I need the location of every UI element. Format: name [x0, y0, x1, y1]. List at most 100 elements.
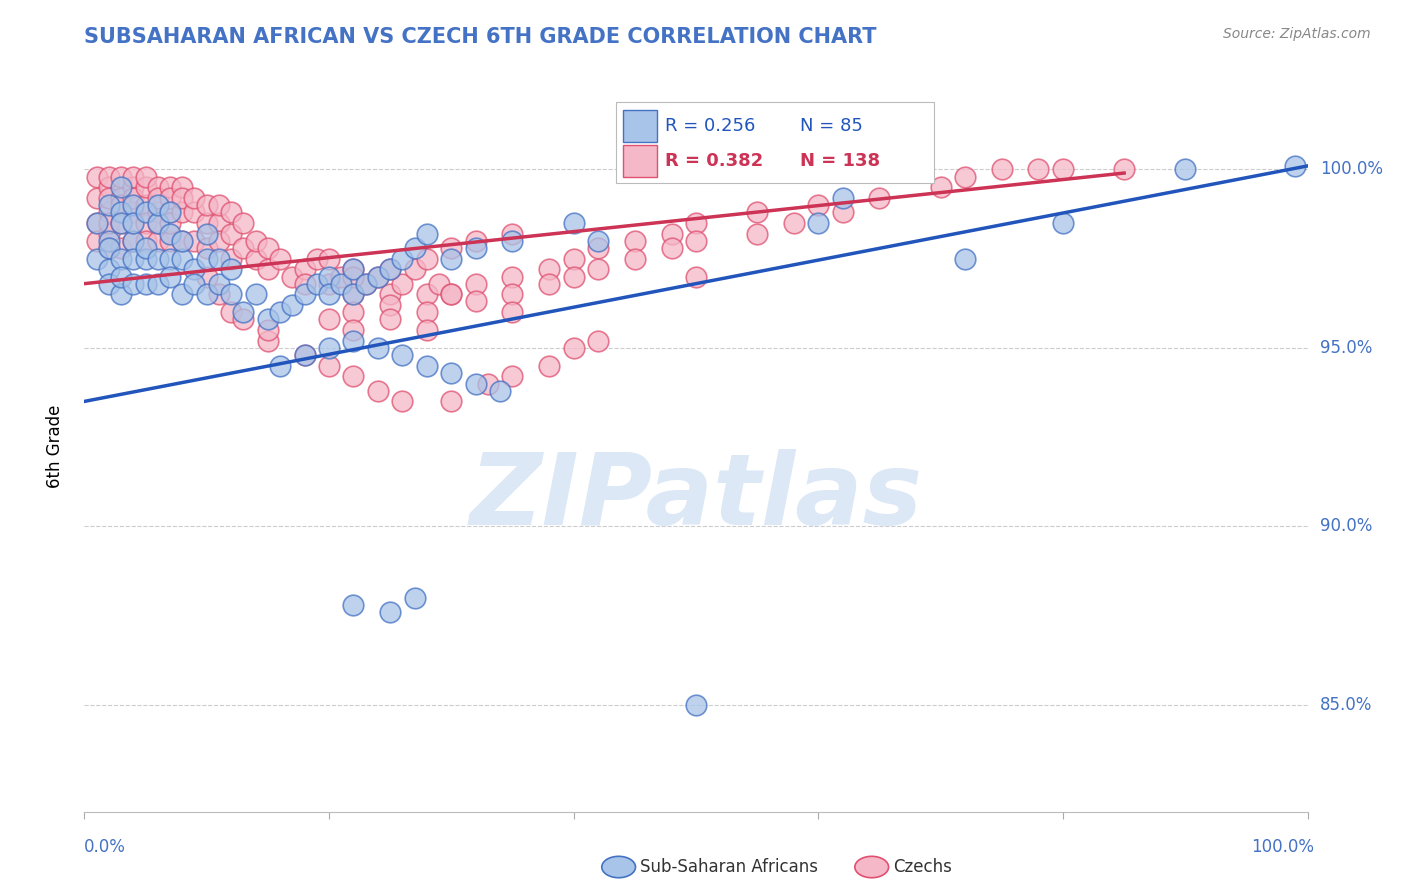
Point	[122, 277, 145, 291]
Point	[110, 216, 132, 230]
Point	[953, 252, 976, 266]
Point	[1114, 162, 1136, 177]
Point	[318, 269, 340, 284]
Point	[172, 205, 194, 219]
Point	[416, 305, 439, 319]
Point	[208, 277, 231, 291]
Point	[245, 287, 267, 301]
Bar	[623, 111, 657, 143]
Point	[330, 269, 353, 284]
Point	[195, 287, 218, 301]
Point	[219, 262, 242, 277]
Point	[135, 180, 157, 194]
Point	[440, 394, 463, 409]
Point	[86, 252, 108, 266]
Point	[562, 269, 585, 284]
Point	[183, 277, 205, 291]
Point	[172, 252, 194, 266]
Point	[257, 241, 280, 255]
Point	[122, 169, 145, 184]
Point	[342, 334, 364, 348]
Point	[110, 169, 132, 184]
Point	[294, 277, 316, 291]
Point	[501, 227, 523, 241]
Point	[783, 216, 806, 230]
Point	[245, 234, 267, 248]
Point	[1052, 216, 1074, 230]
Point	[685, 216, 707, 230]
Point	[391, 277, 413, 291]
Point	[146, 277, 169, 291]
Point	[1174, 162, 1197, 177]
Point	[318, 252, 340, 266]
Point	[257, 312, 280, 326]
Point	[440, 287, 463, 301]
Point	[195, 216, 218, 230]
Text: R = 0.382: R = 0.382	[665, 152, 763, 169]
Text: R = 0.256: R = 0.256	[665, 118, 756, 136]
Point	[146, 216, 169, 230]
Point	[747, 205, 769, 219]
Point	[318, 312, 340, 326]
Point	[219, 252, 242, 266]
Point	[807, 198, 830, 212]
Point	[245, 252, 267, 266]
Point	[929, 180, 952, 194]
Point	[110, 252, 132, 266]
Point	[135, 252, 157, 266]
Point	[416, 227, 439, 241]
Point	[367, 269, 389, 284]
Point	[342, 262, 364, 277]
Point	[172, 191, 194, 205]
Point	[195, 227, 218, 241]
Point	[953, 169, 976, 184]
Point	[110, 198, 132, 212]
Point	[97, 227, 120, 241]
Point	[318, 287, 340, 301]
Point	[440, 241, 463, 255]
Point	[146, 198, 169, 212]
Point	[342, 305, 364, 319]
Point	[464, 241, 486, 255]
Point	[281, 298, 304, 312]
Point	[86, 191, 108, 205]
Point	[416, 323, 439, 337]
Point	[391, 252, 413, 266]
Point	[416, 252, 439, 266]
Point	[380, 287, 402, 301]
Point	[97, 216, 120, 230]
Point	[1052, 162, 1074, 177]
Point	[159, 205, 181, 219]
Point	[318, 277, 340, 291]
Point	[146, 216, 169, 230]
Point	[305, 252, 328, 266]
Point	[110, 216, 132, 230]
Text: N = 138: N = 138	[800, 152, 880, 169]
Point	[159, 205, 181, 219]
Point	[97, 277, 120, 291]
Point	[86, 169, 108, 184]
Point	[135, 234, 157, 248]
Point	[172, 287, 194, 301]
Point	[489, 384, 512, 398]
Point	[624, 252, 647, 266]
Point	[1284, 159, 1306, 173]
Point	[97, 262, 120, 277]
Point	[86, 216, 108, 230]
Y-axis label: 6th Grade: 6th Grade	[45, 404, 63, 488]
Text: SUBSAHARAN AFRICAN VS CZECH 6TH GRADE CORRELATION CHART: SUBSAHARAN AFRICAN VS CZECH 6TH GRADE CO…	[84, 27, 877, 46]
Point	[135, 169, 157, 184]
Point	[195, 252, 218, 266]
Point	[501, 305, 523, 319]
Point	[269, 305, 291, 319]
Point	[97, 234, 120, 248]
Point	[367, 269, 389, 284]
Point	[110, 205, 132, 219]
Point	[440, 287, 463, 301]
Point	[122, 216, 145, 230]
Point	[342, 287, 364, 301]
Point	[195, 269, 218, 284]
Point	[146, 234, 169, 248]
Point	[661, 241, 683, 255]
Text: 100.0%: 100.0%	[1251, 838, 1315, 856]
